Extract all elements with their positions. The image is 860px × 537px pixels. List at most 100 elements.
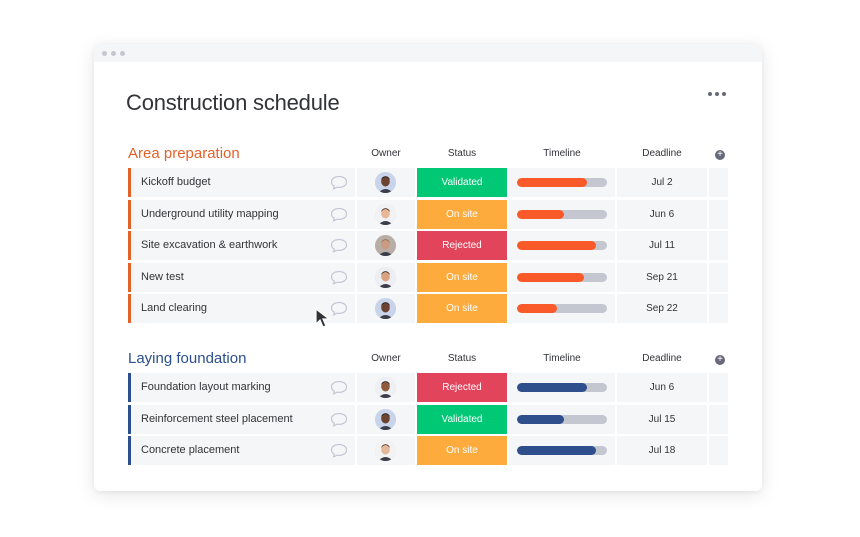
timeline-cell[interactable] (509, 436, 615, 466)
timeline-cell[interactable] (509, 231, 615, 261)
add-column-icon[interactable]: + (715, 355, 725, 365)
timeline-progress (517, 241, 597, 251)
owner-cell[interactable] (357, 262, 415, 292)
add-cell[interactable] (709, 404, 728, 434)
timeline-cell[interactable] (509, 404, 615, 434)
add-cell[interactable] (709, 436, 728, 466)
deadline-cell[interactable]: Jul 11 (617, 231, 707, 261)
owner-cell[interactable] (357, 168, 415, 197)
timeline-cell[interactable] (509, 294, 615, 324)
timeline-progress (517, 272, 584, 282)
status-badge[interactable]: On site (417, 436, 507, 466)
timeline-bar[interactable] (517, 383, 607, 392)
column-header-timeline: Timeline (543, 148, 581, 159)
deadline-cell[interactable]: Jun 6 (617, 373, 707, 402)
table-row[interactable]: New test On site Sep 21 (128, 262, 728, 292)
deadline-cell[interactable]: Jul 18 (617, 436, 707, 466)
table-row[interactable]: Concrete placement On site Jul 18 (128, 436, 728, 466)
item-name[interactable]: Kickoff budget (141, 176, 211, 188)
avatar-icon-a[interactable] (375, 172, 396, 193)
owner-cell[interactable] (357, 404, 415, 434)
table-row[interactable]: Land clearing On site Sep 22 (128, 294, 728, 324)
add-cell[interactable] (709, 262, 728, 292)
table-row[interactable]: Kickoff budget Validated Jul 2 (128, 168, 728, 197)
status-badge[interactable]: Rejected (417, 231, 507, 261)
status-badge[interactable]: Rejected (417, 373, 507, 402)
comment-bubble-icon[interactable] (330, 412, 348, 427)
add-cell[interactable] (709, 373, 728, 402)
item-name[interactable]: Underground utility mapping (141, 207, 279, 220)
timeline-bar[interactable] (517, 414, 607, 424)
more-options-icon[interactable] (708, 90, 730, 98)
table-row[interactable]: Site excavation & earthwork Rejected Jul 1… (128, 231, 728, 261)
window-dot (120, 51, 125, 56)
deadline-cell[interactable]: Sep 21 (617, 262, 707, 292)
owner-cell[interactable] (357, 231, 415, 261)
status-badge[interactable]: On site (417, 294, 507, 324)
deadline-cell[interactable]: Jun 6 (617, 199, 707, 229)
add-cell[interactable] (709, 294, 728, 324)
item-name-cell[interactable]: Foundation layout marking (128, 373, 355, 402)
avatar-icon-c[interactable] (375, 235, 396, 257)
comment-bubble-icon[interactable] (330, 380, 348, 395)
item-name[interactable]: Site excavation & earthwork (141, 239, 278, 252)
avatar-icon-b[interactable] (375, 203, 396, 225)
item-name-cell[interactable]: Site excavation & earthwork (128, 231, 355, 261)
avatar-icon-f[interactable] (375, 440, 396, 462)
group-title-area-preparation[interactable]: Area preparation (128, 145, 240, 162)
timeline-progress (517, 383, 588, 392)
add-cell[interactable] (709, 199, 728, 229)
timeline-bar[interactable] (517, 272, 607, 282)
item-name[interactable]: Concrete placement (141, 444, 240, 457)
avatar-icon-d[interactable] (375, 266, 396, 288)
table-row[interactable]: Underground utility mapping On site Jun 6 (128, 199, 728, 229)
add-column-icon[interactable]: + (715, 150, 725, 160)
status-badge[interactable]: Validated (417, 404, 507, 434)
item-name-cell[interactable]: Reinforcement steel placement (128, 404, 355, 434)
status-badge[interactable]: Validated (417, 168, 507, 197)
comment-bubble-icon[interactable] (330, 270, 348, 285)
timeline-progress (517, 446, 597, 456)
owner-cell[interactable] (357, 373, 415, 402)
deadline-cell[interactable]: Sep 22 (617, 294, 707, 324)
avatar-icon-a[interactable] (375, 298, 396, 320)
item-name[interactable]: Foundation layout marking (141, 381, 271, 393)
avatar-icon-a[interactable] (375, 408, 396, 430)
column-header-owner: Owner (371, 353, 401, 364)
group-title-laying-foundation[interactable]: Laying foundation (128, 350, 247, 367)
comment-bubble-icon[interactable] (330, 301, 348, 317)
timeline-cell[interactable] (509, 262, 615, 292)
status-badge[interactable]: On site (417, 199, 507, 229)
table-row[interactable]: Foundation layout marking Rejected Jun 6 (128, 373, 728, 402)
table-row[interactable]: Reinforcement steel placement Validated Ju… (128, 404, 728, 434)
item-name-cell[interactable]: New test (128, 262, 355, 292)
add-cell[interactable] (709, 168, 728, 197)
timeline-bar[interactable] (517, 304, 607, 314)
deadline-cell[interactable]: Jul 2 (617, 168, 707, 197)
status-badge[interactable]: On site (417, 262, 507, 292)
add-cell[interactable] (709, 231, 728, 261)
timeline-cell[interactable] (509, 199, 615, 229)
comment-bubble-icon[interactable] (330, 207, 348, 222)
avatar-icon-e[interactable] (375, 377, 396, 398)
comment-bubble-icon[interactable] (330, 443, 348, 459)
comment-bubble-icon[interactable] (330, 175, 348, 190)
comment-bubble-icon[interactable] (330, 238, 348, 254)
owner-cell[interactable] (357, 199, 415, 229)
timeline-cell[interactable] (509, 373, 615, 402)
item-name-cell[interactable]: Underground utility mapping (128, 199, 355, 229)
item-name[interactable]: Reinforcement steel placement (141, 412, 293, 425)
item-name-cell[interactable]: Concrete placement (128, 436, 355, 466)
timeline-cell[interactable] (509, 168, 615, 197)
timeline-bar[interactable] (517, 241, 607, 251)
column-header-status: Status (447, 148, 477, 159)
item-name[interactable]: New test (141, 270, 184, 283)
owner-cell[interactable] (357, 436, 415, 466)
item-name[interactable]: Land clearing (141, 302, 208, 315)
timeline-bar[interactable] (517, 446, 607, 456)
owner-cell[interactable] (357, 294, 415, 324)
item-name-cell[interactable]: Kickoff budget (128, 168, 355, 197)
timeline-bar[interactable] (517, 209, 607, 219)
timeline-bar[interactable] (517, 178, 607, 187)
deadline-cell[interactable]: Jul 15 (617, 404, 707, 434)
